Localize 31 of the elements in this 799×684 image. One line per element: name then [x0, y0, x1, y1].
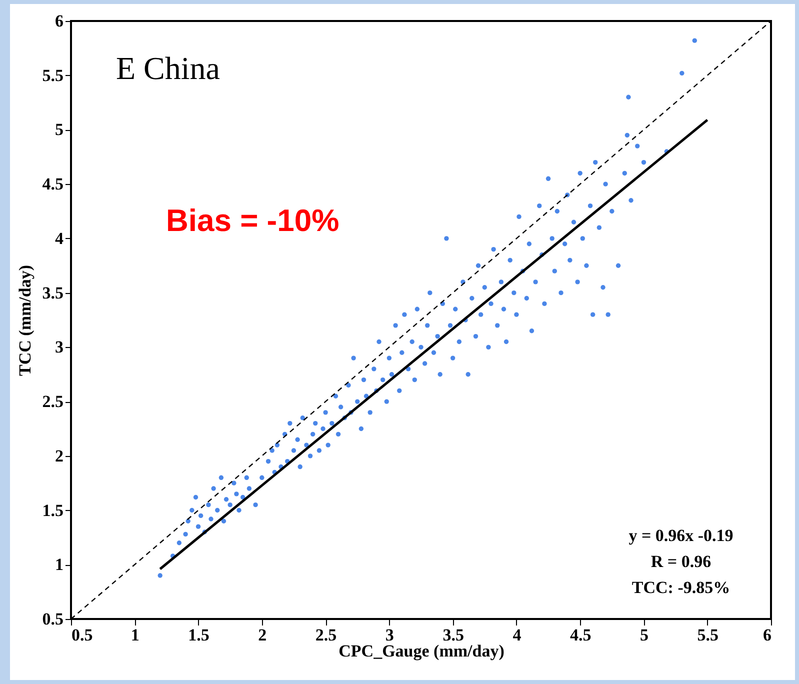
y-tick-label: 1.5	[42, 500, 64, 520]
y-tick-label: 3.5	[42, 283, 64, 302]
annotation: y = 0.96x -0.19	[628, 526, 734, 545]
y-tick-label: 5	[55, 120, 64, 140]
annotation: E China	[116, 50, 220, 86]
y-tick-label: 4	[55, 228, 64, 248]
x-tick-label: 5.5	[697, 626, 718, 644]
x-tick-label: 5	[640, 626, 648, 644]
x-tick-label: 3.5	[442, 626, 464, 644]
y-tick-label: 6	[55, 12, 64, 30]
x-tick-label: 1.5	[188, 626, 210, 644]
y-tick-label: 3	[55, 338, 64, 357]
y-tick-label: 2	[55, 446, 64, 466]
x-tick-label: 2.5	[315, 626, 337, 644]
x-tick-label: 2	[258, 626, 267, 644]
x-tick-label: 1	[130, 626, 140, 644]
x-axis-title: CPC_Gauge (mm/day)	[338, 642, 504, 660]
annotation: Bias = -10%	[166, 203, 340, 238]
y-tick-label: 2.5	[42, 392, 64, 412]
x-tick-label: 3	[385, 626, 394, 644]
x-tick-label: 6	[763, 626, 772, 644]
x-tick-label: 4.5	[570, 626, 592, 644]
y-tick-label: 4.5	[42, 174, 64, 194]
annotation: TCC: -9.85%	[632, 578, 730, 597]
y-tick-label: 0.5	[42, 610, 64, 628]
y-axis-title: TCC (mm/day)	[15, 265, 34, 376]
x-tick-label: 0.5	[72, 626, 93, 644]
y-tick-label: 1	[55, 555, 64, 574]
y-tick-label: 5.5	[42, 66, 64, 85]
x-tick-label: 4	[512, 626, 522, 644]
annotation: R = 0.96	[650, 552, 712, 571]
